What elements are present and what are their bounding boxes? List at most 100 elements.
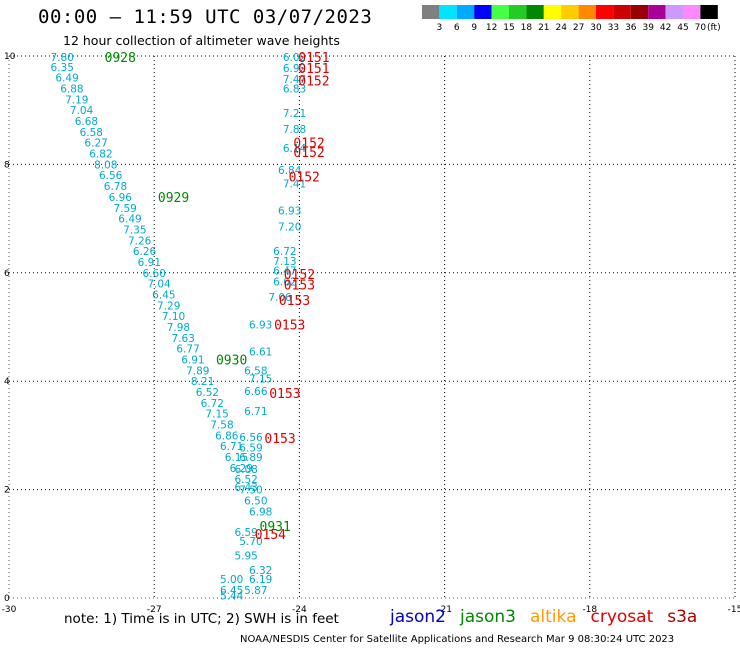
swh-value-label: 6.66 [244, 386, 268, 398]
grid-lines [9, 55, 736, 598]
swh-value-label: 6.60 [143, 268, 166, 280]
swh-value-label: 6.93 [278, 205, 301, 217]
legend-tick-label: 18 [521, 23, 533, 33]
swh-value-label: 6.56 [99, 170, 123, 182]
x-tick-label: -21 [437, 605, 452, 615]
time-label: 0152 [293, 146, 324, 161]
swh-value-label: 6.49 [55, 73, 78, 85]
swh-value-label: 5.70 [239, 536, 262, 548]
legend-swatch [474, 5, 492, 19]
swh-value-label: 7.19 [65, 94, 88, 106]
legend-tick-label: 36 [625, 23, 637, 33]
y-tick-label: 8 [4, 160, 10, 170]
swh-value-label: 6.08 [234, 464, 257, 476]
swh-value-label: 6.26 [133, 246, 157, 258]
swh-value-label: 7.29 [157, 300, 180, 312]
swh-value-label: 7.63 [172, 333, 195, 345]
swh-value-label: 6.93 [249, 319, 272, 331]
swh-value-label: 6.59 [234, 527, 257, 539]
time-label: 0153 [279, 294, 310, 309]
swh-value-label: 7.41 [283, 178, 306, 190]
y-tick-label: 10 [4, 52, 16, 62]
time-label: 0151 [298, 51, 329, 66]
swh-value-label: 7.59 [113, 203, 136, 215]
swh-value-label: 7.04 [70, 105, 94, 117]
legend-tick-label: 70 [695, 23, 707, 33]
x-tick-label: -15 [728, 605, 740, 615]
data-points: 7.806.356.496.887.197.046.686.586.276.82… [51, 52, 307, 602]
swh-value-label: 5.44 [220, 590, 244, 602]
legend-tick-label: 27 [573, 23, 584, 33]
swh-value-label: 5.00 [220, 574, 243, 586]
swh-value-label: 6.58 [244, 365, 267, 377]
swh-value-label: 6.71 [244, 406, 267, 418]
satellite-label-altika: altika [530, 607, 577, 627]
y-tick-label: 0 [4, 594, 10, 604]
swh-value-label: 6.49 [118, 214, 141, 226]
swh-value-label: 8.08 [94, 159, 117, 171]
satellite-label-jason3: jason3 [460, 607, 516, 627]
swh-value-label: 7.58 [210, 420, 233, 432]
swh-value-label: 6.72 [201, 398, 224, 410]
legend-tick-label: 45 [677, 23, 688, 33]
y-tick-label: 6 [4, 269, 10, 279]
legend-tick-label: 33 [608, 23, 619, 33]
swh-value-label: 6.77 [176, 344, 199, 356]
time-label: 0154 [255, 528, 286, 543]
legend-tick-label: 15 [503, 23, 514, 33]
swh-value-label: 6.59 [239, 442, 262, 454]
legend-tick-label: 6 [454, 23, 460, 33]
swh-value-label: 6.45 [220, 585, 243, 597]
page-subtitle: 12 hour collection of altimeter wave hei… [63, 33, 340, 48]
swh-value-label: 7.10 [162, 311, 185, 323]
legend-swatch [700, 5, 718, 19]
swh-value-label: 6.78 [104, 181, 127, 193]
x-tick-label: -30 [2, 605, 17, 615]
legend-tick-label: 39 [642, 23, 654, 33]
swh-value-label: 6.71 [220, 441, 243, 453]
time-label: 0152 [298, 74, 329, 89]
legend-tick-label: 9 [471, 23, 477, 33]
legend-tick-label: 30 [590, 23, 602, 33]
time-label: 0929 [158, 191, 189, 206]
swh-value-label: 6.29 [230, 463, 253, 475]
swh-value-label: 6.56 [239, 432, 263, 444]
swh-value-label: 6.02 [283, 52, 306, 64]
swh-value-label: 7.21 [283, 108, 306, 120]
time-label: 0151 [298, 62, 329, 77]
swh-value-label: 5.95 [234, 551, 257, 563]
satellite-label-jason2: jason2 [390, 607, 446, 627]
swh-value-label: 6.32 [249, 565, 272, 577]
swh-value-label: 6.92 [283, 63, 306, 75]
legend-swatch [596, 5, 614, 19]
swh-value-label: 8.21 [191, 376, 214, 388]
swh-value-label: 6.47 [273, 266, 296, 278]
swh-value-label: 6.43 [234, 482, 257, 494]
swh-value-label: 6.62 [273, 276, 296, 288]
swh-value-label: 7.80 [51, 52, 74, 64]
time-labels: 0928092909300931015101510152015201520152… [105, 51, 330, 543]
swh-value-label: 7.13 [273, 256, 296, 268]
legend-swatch [509, 5, 527, 19]
legend-swatch [578, 5, 596, 19]
swh-value-label: 7.06 [268, 292, 292, 304]
time-label: 0152 [293, 137, 324, 152]
y-tick-label: 2 [4, 486, 10, 496]
swh-value-label: 6.15 [225, 452, 248, 464]
satellite-legend: jason2 jason3 altika cryosat s3a [390, 607, 711, 627]
x-tick-label: -24 [292, 605, 307, 615]
swh-value-label: 6.68 [75, 116, 98, 128]
legend-tick-label: 12 [486, 23, 497, 33]
swh-value-label: 7.47 [283, 74, 306, 86]
swh-value-label: 7.50 [239, 485, 262, 497]
swh-value-label: 6.91 [181, 355, 204, 367]
swh-value-label: 6.88 [60, 84, 83, 96]
x-tick-label: -18 [582, 605, 597, 615]
time-label: 0931 [260, 520, 291, 535]
legend-swatch [526, 5, 544, 19]
swh-value-label: 7.15 [249, 373, 272, 385]
time-label: 0930 [216, 354, 247, 369]
legend-swatch [613, 5, 631, 19]
legend-tick-label: 24 [555, 23, 567, 33]
